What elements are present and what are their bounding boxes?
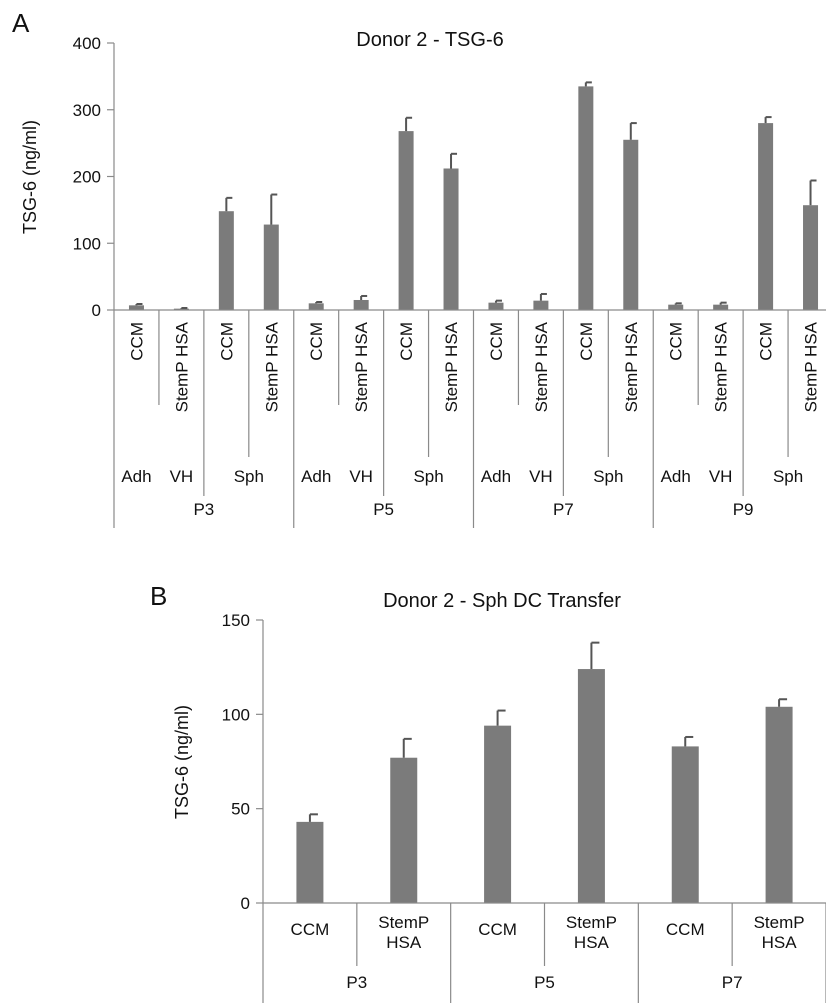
panel-b-label: B xyxy=(150,581,167,611)
panel-b-category-label: CCM xyxy=(291,920,330,939)
panel-a-category-label: StemP HSA xyxy=(622,321,641,412)
panel-a-bar xyxy=(488,302,504,310)
panel-b-y-tick-label: 100 xyxy=(222,705,250,724)
panel-a-category-label: CCM xyxy=(577,322,596,361)
panel-a-y-tick-label: 400 xyxy=(73,34,101,53)
chart-panel-b: B Donor 2 - Sph DC Transfer TSG-6 (ng/ml… xyxy=(150,581,826,1003)
panel-a-subgroup-label: Adh xyxy=(121,467,151,486)
panel-b-y-ticks: 0 50 100 150 xyxy=(222,611,263,913)
panel-b-y-tick-label: 0 xyxy=(241,894,250,913)
panel-a-category-label: StemP HSA xyxy=(442,321,461,412)
panel-a-bar xyxy=(803,205,819,310)
panel-a-y-ticks: 0 100 200 300 400 xyxy=(73,34,114,320)
panel-b-category-label: CCM xyxy=(666,920,705,939)
panel-a-bar xyxy=(218,211,234,310)
panel-b-category-labels: CCM StemP HSA CCM StemP HSA CCM StemP HSA P3 P5 P7 xyxy=(291,913,805,992)
panel-b-bar xyxy=(296,821,324,903)
panel-a-category-label: StemP HSA xyxy=(352,321,371,412)
panel-a-subgroup-label: VH xyxy=(170,467,194,486)
panel-a-category-label: CCM xyxy=(307,322,326,361)
panel-a-subgroup-label: VH xyxy=(709,467,733,486)
panel-b-y-axis-label: TSG-6 (ng/ml) xyxy=(172,705,192,819)
panel-a-bars xyxy=(128,81,819,310)
panel-a-group-label: P9 xyxy=(733,500,754,519)
panel-b-group-label: P3 xyxy=(346,973,367,992)
panel-b-category-label: StemP HSA xyxy=(754,913,805,952)
panel-a-subgroup-label: VH xyxy=(349,467,373,486)
panel-a-category-label: CCM xyxy=(667,322,686,361)
panel-b-group-label: P5 xyxy=(534,973,555,992)
panel-a-subgroup-label: Adh xyxy=(661,467,691,486)
panel-a-bar xyxy=(173,308,189,310)
panel-a-group-label: P3 xyxy=(193,500,214,519)
panel-a-y-axis-label: TSG-6 (ng/ml) xyxy=(20,120,40,234)
chart-panel-a: A Donor 2 - TSG-6 TSG-6 (ng/ml) 0 100 200 3… xyxy=(12,8,826,528)
panel-a-category-label: CCM xyxy=(397,322,416,361)
panel-b-category-label: CCM xyxy=(478,920,517,939)
panel-a-subgroup-label: Adh xyxy=(481,467,511,486)
panel-a-y-tick-label: 300 xyxy=(73,101,101,120)
panel-a-bar xyxy=(713,304,729,310)
panel-a-bar xyxy=(578,86,594,310)
panel-b-bar xyxy=(671,746,699,903)
panel-a-label: A xyxy=(12,8,30,38)
panel-a-bar xyxy=(668,304,684,310)
panel-a-category-label: CCM xyxy=(127,322,146,361)
panel-a-group-label: P7 xyxy=(553,500,574,519)
panel-a-bar xyxy=(443,168,459,310)
panel-b-bar xyxy=(390,757,418,903)
panel-b-category-label: StemP HSA xyxy=(566,913,617,952)
panel-a-category-label: StemP HSA xyxy=(712,321,731,412)
panel-a-category-label: CCM xyxy=(217,322,236,361)
panel-b-bar xyxy=(577,669,605,903)
panel-a-bar xyxy=(308,303,324,310)
panel-a-category-label: CCM xyxy=(487,322,506,361)
panel-b-group-label: P7 xyxy=(722,973,743,992)
panel-a-bar xyxy=(263,224,279,310)
panel-a-category-labels: CCM StemP HSA CCM StemP HSA CCM StemP HSA CCM S… xyxy=(121,321,820,519)
panel-a-bar xyxy=(758,123,774,310)
panel-a-category-label: StemP HSA xyxy=(262,321,281,412)
panel-a-category-label: StemP HSA xyxy=(532,321,551,412)
panel-a-subgroup-label: Sph xyxy=(593,467,623,486)
panel-a-bar xyxy=(353,299,369,310)
panel-b-title: Donor 2 - Sph DC Transfer xyxy=(383,590,621,612)
panel-b-y-tick-label: 50 xyxy=(231,800,250,819)
panel-a-bar xyxy=(623,139,639,310)
panel-b-category-label: StemP HSA xyxy=(378,913,429,952)
panel-a-subgroup-label: VH xyxy=(529,467,553,486)
panel-a-subgroup-label: Adh xyxy=(301,467,331,486)
panel-a-title: Donor 2 - TSG-6 xyxy=(356,29,503,51)
panel-a-group-label: P5 xyxy=(373,500,394,519)
panel-a-category-label: StemP HSA xyxy=(802,321,821,412)
panel-a-bar xyxy=(533,300,549,310)
panel-b-bar xyxy=(765,706,793,903)
panel-a-subgroup-label: Sph xyxy=(234,467,264,486)
panel-a-subgroup-label: Sph xyxy=(773,467,803,486)
panel-a-y-tick-label: 200 xyxy=(73,168,101,187)
panel-a-y-tick-label: 0 xyxy=(92,301,101,320)
panel-b-bar xyxy=(484,725,512,903)
panel-a-axes xyxy=(113,43,826,528)
panel-a-bar xyxy=(398,131,414,310)
panel-a-y-tick-label: 100 xyxy=(73,234,101,253)
panel-a-subgroup-label: Sph xyxy=(413,467,443,486)
panel-b-axes xyxy=(262,620,826,1003)
panel-b-y-tick-label: 150 xyxy=(222,611,250,630)
panel-a-bar xyxy=(128,305,144,310)
panel-a-category-label: StemP HSA xyxy=(172,321,191,412)
panel-b-bars xyxy=(296,641,793,903)
panel-a-category-label: CCM xyxy=(757,322,776,361)
